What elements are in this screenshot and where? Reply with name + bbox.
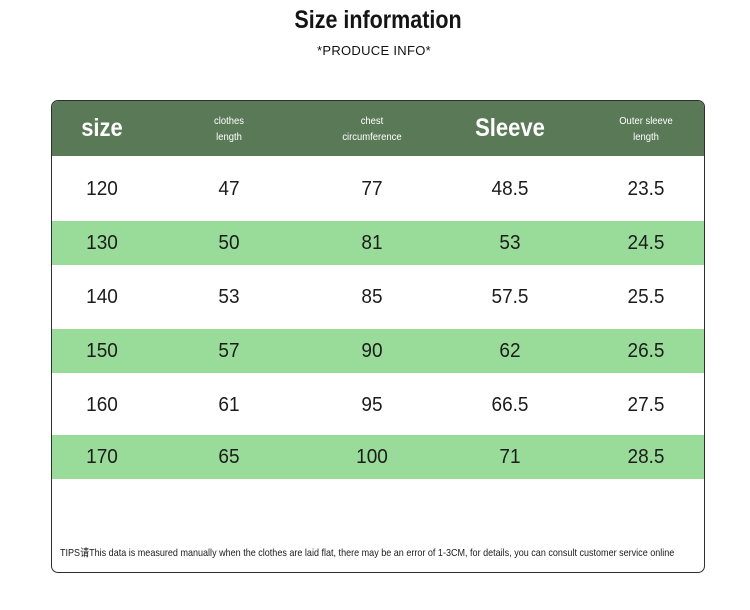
- table-header: size clothes length chest circumference …: [52, 101, 704, 156]
- header-chest-circumference: chest circumference: [330, 101, 415, 156]
- cell-size: 120: [86, 177, 118, 200]
- header-size: size: [81, 114, 123, 142]
- cell-size: 140: [86, 285, 118, 308]
- cell-chest: 95: [361, 393, 383, 416]
- cell-outer-sleeve: 28.5: [627, 445, 665, 468]
- cell-size: 130: [86, 231, 118, 254]
- page-title: Size information: [294, 6, 462, 34]
- measurement-tips: TIPS请This data is measured manually when…: [60, 547, 675, 559]
- table-row: 130 50 81 53 24.5: [52, 221, 704, 265]
- cell-size: 160: [86, 393, 118, 416]
- cell-clothes-length: 53: [218, 285, 240, 308]
- header-chest-line1: chest: [360, 114, 384, 127]
- table-row: 120 47 77 48.5 23.5: [52, 167, 704, 211]
- header-outer-sleeve-line2: length: [633, 130, 659, 143]
- cell-chest: 90: [361, 339, 383, 362]
- table-row: 140 53 85 57.5 25.5: [52, 275, 704, 319]
- cell-clothes-length: 61: [218, 393, 240, 416]
- cell-chest: 77: [361, 177, 383, 200]
- cell-size: 150: [86, 339, 118, 362]
- cell-sleeve: 53: [499, 231, 521, 254]
- header-clothes-length: clothes length: [193, 101, 265, 156]
- cell-clothes-length: 65: [218, 445, 240, 468]
- header-clothes-length-line2: length: [216, 130, 242, 143]
- cell-sleeve: 57.5: [491, 285, 529, 308]
- table-row: 160 61 95 66.5 27.5: [52, 383, 704, 427]
- cell-sleeve: 66.5: [491, 393, 529, 416]
- cell-outer-sleeve: 24.5: [627, 231, 665, 254]
- page-subtitle: *PRODUCE INFO*: [317, 43, 431, 58]
- cell-outer-sleeve: 25.5: [627, 285, 665, 308]
- cell-clothes-length: 47: [218, 177, 240, 200]
- cell-sleeve: 71: [499, 445, 521, 468]
- cell-chest: 85: [361, 285, 383, 308]
- cell-chest: 81: [361, 231, 383, 254]
- table-row: 150 57 90 62 26.5: [52, 329, 704, 373]
- table-row: 170 65 100 71 28.5: [52, 435, 704, 479]
- cell-outer-sleeve: 26.5: [627, 339, 665, 362]
- header-chest-line2: circumference: [342, 130, 402, 143]
- cell-sleeve: 48.5: [491, 177, 529, 200]
- cell-outer-sleeve: 27.5: [627, 393, 665, 416]
- cell-outer-sleeve: 23.5: [627, 177, 665, 200]
- cell-size: 170: [86, 445, 118, 468]
- header-sleeve: Sleeve: [475, 114, 545, 142]
- header-outer-sleeve-line1: Outer sleeve: [619, 114, 673, 127]
- header-outer-sleeve-length: Outer sleeve length: [608, 101, 684, 156]
- size-table: size clothes length chest circumference …: [51, 100, 705, 573]
- cell-sleeve: 62: [499, 339, 521, 362]
- cell-chest: 100: [356, 445, 388, 468]
- header-clothes-length-line1: clothes: [214, 114, 244, 127]
- cell-clothes-length: 50: [218, 231, 240, 254]
- cell-clothes-length: 57: [218, 339, 240, 362]
